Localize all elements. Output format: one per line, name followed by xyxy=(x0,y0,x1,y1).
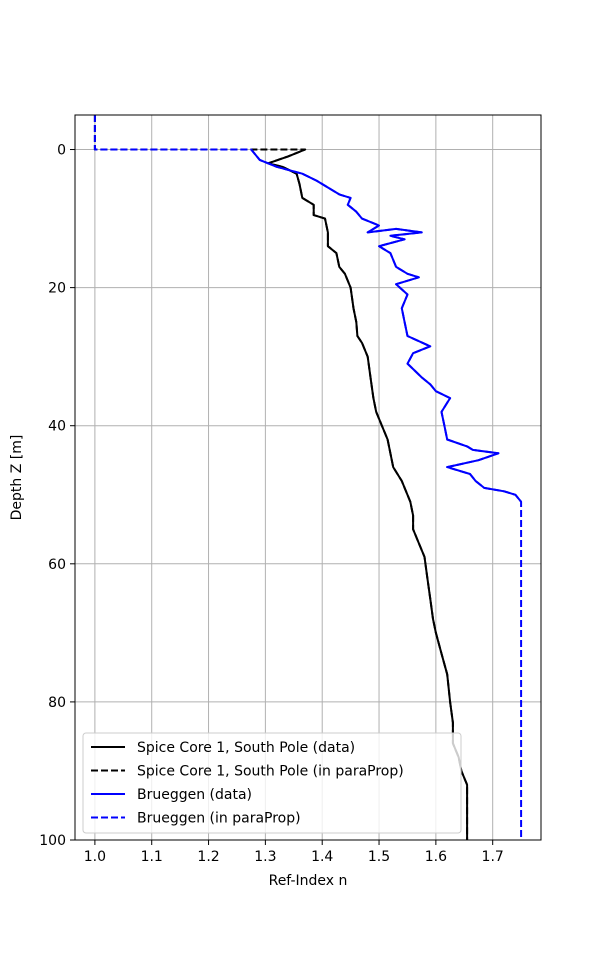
x-tick-label: 1.1 xyxy=(141,849,163,865)
legend-label: Spice Core 1, South Pole (in paraProp) xyxy=(137,764,404,780)
x-tick-label: 1.3 xyxy=(254,849,276,865)
series-line-2 xyxy=(93,115,469,840)
y-tick-label: 100 xyxy=(39,833,66,849)
y-tick-label: 60 xyxy=(48,557,66,573)
plot-frame xyxy=(74,114,542,841)
legend-label: Brueggen (in paraProp) xyxy=(137,811,301,827)
y-tick-label: 40 xyxy=(48,419,66,435)
x-tick-label: 1.7 xyxy=(482,849,504,865)
x-tick-label: 1.0 xyxy=(84,849,106,865)
x-tick-label: 1.4 xyxy=(311,849,333,865)
plot-area xyxy=(75,115,541,840)
y-axis-label: Depth Z [m] xyxy=(9,435,25,521)
y-tick-label: 20 xyxy=(48,281,66,297)
x-tick-label: 1.6 xyxy=(425,849,447,865)
legend-label: Brueggen (data) xyxy=(137,787,252,803)
y-tick-label: 0 xyxy=(57,143,66,159)
x-tick-label: 1.2 xyxy=(197,849,219,865)
legend-box xyxy=(82,732,462,834)
axis-ticks: 1.0 1.1 1.2 1.3 1.4 1.5 1.6 1.7 0 20 40 60 80 100 xyxy=(39,143,504,865)
y-tick-label: 80 xyxy=(48,695,66,711)
legend: Spice Core 1, South Pole (data) Spice Cor… xyxy=(82,732,462,834)
series-line-4 xyxy=(93,115,523,840)
series-lines xyxy=(93,115,523,840)
x-tick-label: 1.5 xyxy=(368,849,390,865)
x-axis-label: Ref-Index n xyxy=(269,873,348,889)
series-line-3 xyxy=(250,148,522,503)
legend-label: Spice Core 1, South Pole (data) xyxy=(137,740,355,756)
